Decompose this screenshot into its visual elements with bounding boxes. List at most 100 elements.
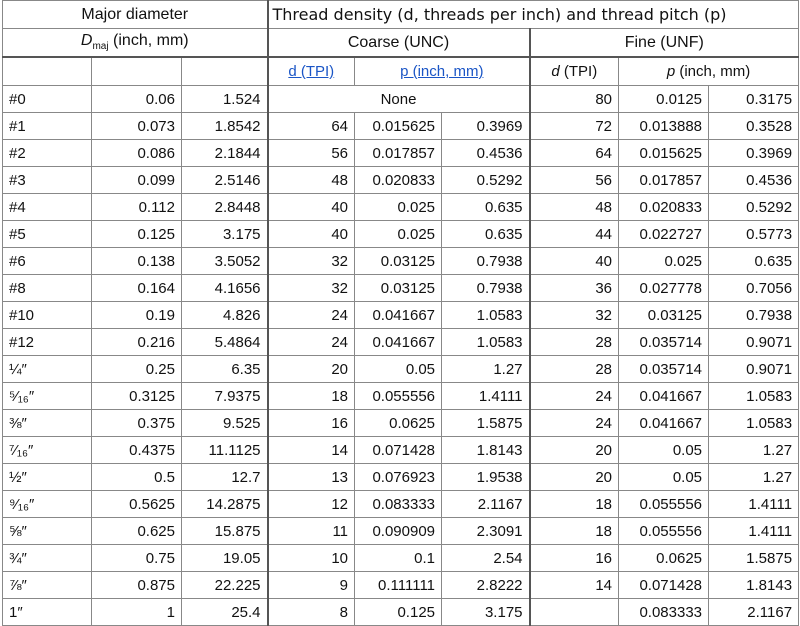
fine-pitch-mm-cell: 0.4536	[708, 166, 800, 194]
coarse-pitch-inch-cell: 0.015625	[354, 112, 443, 140]
diameter-inch-cell: 0.25	[91, 355, 182, 383]
fine-tpi-cell: 72	[528, 112, 620, 140]
coarse-pitch-mm-cell: 1.27	[441, 355, 531, 383]
coarse-tpi-cell: 18	[266, 382, 356, 410]
fine-pitch-inch-cell: 0.035714	[618, 355, 710, 383]
coarse-pitch-inch-cell: 0.1	[354, 544, 443, 572]
fine-d-symbol: d	[551, 63, 560, 80]
diameter-mm-cell: 3.5052	[180, 247, 269, 275]
size-cell: #4	[2, 193, 92, 221]
table-row: ⅝″ 0.625 15.875 11 0.090909 2.3091 18 0.055556 1…	[2, 517, 800, 545]
diameter-inch-cell: 0.875	[91, 571, 182, 599]
table-row: #8 0.164 4.1656 32 0.03125 0.7938 36 0.027778 0.…	[2, 274, 800, 302]
d-units: (inch, mm)	[113, 32, 189, 50]
coarse-pitch-inch-cell: 0.055556	[354, 382, 443, 410]
coarse-pitch-inch-cell: 0.05	[354, 355, 443, 383]
fine-pitch-inch-cell: 0.071428	[618, 571, 710, 599]
diameter-inch-cell: 0.112	[91, 193, 182, 221]
size-cell: ⅝″	[2, 517, 92, 545]
blank-header-inch	[91, 56, 182, 86]
table-row: #3 0.099 2.5146 48 0.020833 0.5292 56 0.017857 0…	[2, 166, 800, 194]
coarse-pitch-inch-cell: 0.090909	[354, 517, 443, 545]
fine-tpi-cell: 24	[528, 382, 620, 410]
blank-header-mm	[180, 56, 269, 86]
coarse-pitch-inch-cell: 0.017857	[354, 139, 443, 167]
coarse-pitch-mm-cell: 0.5292	[441, 166, 531, 194]
coarse-pitch-mm-cell: 0.7938	[441, 247, 531, 275]
fine-pitch-inch-cell: 0.05	[618, 463, 710, 491]
coarse-tpi-cell: 32	[266, 247, 356, 275]
table-row: #2 0.086 2.1844 56 0.017857 0.4536 64 0.015625 0…	[2, 139, 800, 167]
table-row: ⁵⁄₁₆″ 0.3125 7.9375 18 0.055556 1.4111 24 0.041…	[2, 382, 800, 410]
fine-tpi-cell: 48	[528, 193, 620, 221]
fine-tpi-cell: 80	[528, 85, 620, 113]
fine-pitch-inch-cell: 0.022727	[618, 220, 710, 248]
header-row-1: Major diameter Thread density (d, thread…	[1, 0, 800, 29]
coarse-pitch-mm-cell: 0.635	[441, 220, 531, 248]
coarse-tpi-link[interactable]: d (TPI)	[288, 63, 335, 80]
size-cell: ½″	[2, 463, 92, 491]
fine-tpi-cell: 28	[528, 355, 620, 383]
table-row: #1 0.073 1.8542 64 0.015625 0.3969 72 0.013888 0…	[2, 112, 800, 140]
fine-tpi-header: d (TPI)	[528, 56, 620, 86]
coarse-tpi-cell: 56	[266, 139, 356, 167]
diameter-mm-cell: 2.5146	[180, 166, 269, 194]
coarse-tpi-cell: 24	[266, 328, 356, 356]
fine-tpi-cell	[528, 598, 620, 626]
table-row: #12 0.216 5.4864 24 0.041667 1.0583 28 0.035714…	[2, 328, 800, 356]
coarse-pitch-inch-cell: 0.03125	[354, 247, 443, 275]
fine-tpi-cell: 20	[528, 436, 620, 464]
diameter-inch-cell: 0.4375	[91, 436, 182, 464]
size-cell: ⁵⁄₁₆″	[2, 382, 92, 410]
fine-pitch-mm-cell: 1.27	[708, 463, 800, 491]
coarse-pitch-mm-cell: 2.8222	[441, 571, 531, 599]
fine-tpi-cell: 40	[528, 247, 620, 275]
fine-pitch-mm-cell: 0.3528	[708, 112, 800, 140]
fine-tpi-cell: 32	[528, 301, 620, 329]
diameter-mm-cell: 7.9375	[180, 382, 269, 410]
size-cell: ⅜″	[2, 409, 92, 437]
table-row: ⁷⁄₁₆″ 0.4375 11.1125 14 0.071428 1.8143 20 0.05…	[2, 436, 800, 464]
fine-pitch-inch-cell: 0.05	[618, 436, 710, 464]
fine-pitch-inch-cell: 0.015625	[618, 139, 710, 167]
diameter-inch-cell: 0.5	[91, 463, 182, 491]
fine-header: Fine (UNF)	[528, 28, 800, 58]
fine-pitch-mm-cell: 0.9071	[708, 355, 800, 383]
fine-tpi-cell: 44	[528, 220, 620, 248]
diameter-inch-cell: 0.073	[91, 112, 182, 140]
size-cell: #1	[2, 112, 92, 140]
coarse-pitch-header[interactable]: p (inch, mm)	[354, 56, 531, 86]
coarse-tpi-cell: 24	[266, 301, 356, 329]
size-cell: #8	[2, 274, 92, 302]
fine-tpi-cell: 28	[528, 328, 620, 356]
coarse-pitch-mm-cell: 0.4536	[441, 139, 531, 167]
table-row: ⁹⁄₁₆″ 0.5625 14.2875 12 0.083333 2.1167 18 0.05…	[2, 490, 800, 518]
coarse-tpi-cell: 20	[266, 355, 356, 383]
fine-d-units: (TPI)	[563, 63, 598, 80]
diameter-mm-cell: 22.225	[180, 571, 269, 599]
diameter-mm-cell: 9.525	[180, 409, 269, 437]
fine-p-units: (inch, mm)	[679, 63, 751, 80]
coarse-pitch-inch-cell: 0.025	[354, 193, 443, 221]
diameter-mm-cell: 5.4864	[180, 328, 269, 356]
fine-tpi-cell: 24	[528, 409, 620, 437]
fine-pitch-mm-cell: 1.4111	[708, 517, 800, 545]
table-row: ¼″ 0.25 6.35 20 0.05 1.27 28 0.035714 0.9071	[2, 355, 800, 383]
table-row: ¾″ 0.75 19.05 10 0.1 2.54 16 0.0625 1.5875	[2, 544, 800, 572]
fine-pitch-inch-cell: 0.055556	[618, 517, 710, 545]
fine-tpi-cell: 18	[528, 517, 620, 545]
coarse-tpi-cell: 64	[266, 112, 356, 140]
coarse-tpi-header[interactable]: d (TPI)	[266, 56, 356, 86]
fine-pitch-inch-cell: 0.013888	[618, 112, 710, 140]
coarse-tpi-cell: 14	[266, 436, 356, 464]
table-row: #0 0.06 1.524 None 80 0.0125 0.3175	[2, 85, 800, 113]
fine-tpi-cell: 16	[528, 544, 620, 572]
coarse-pitch-link[interactable]: p (inch, mm)	[400, 63, 484, 80]
diameter-inch-cell: 0.06	[91, 85, 182, 113]
fine-pitch-mm-cell: 1.8143	[708, 571, 800, 599]
fine-pitch-inch-cell: 0.041667	[618, 409, 710, 437]
diameter-mm-cell: 2.8448	[180, 193, 269, 221]
fine-pitch-mm-cell: 0.3175	[708, 85, 800, 113]
fine-p-symbol: p	[666, 63, 676, 80]
fine-pitch-mm-cell: 2.1167	[708, 598, 800, 626]
